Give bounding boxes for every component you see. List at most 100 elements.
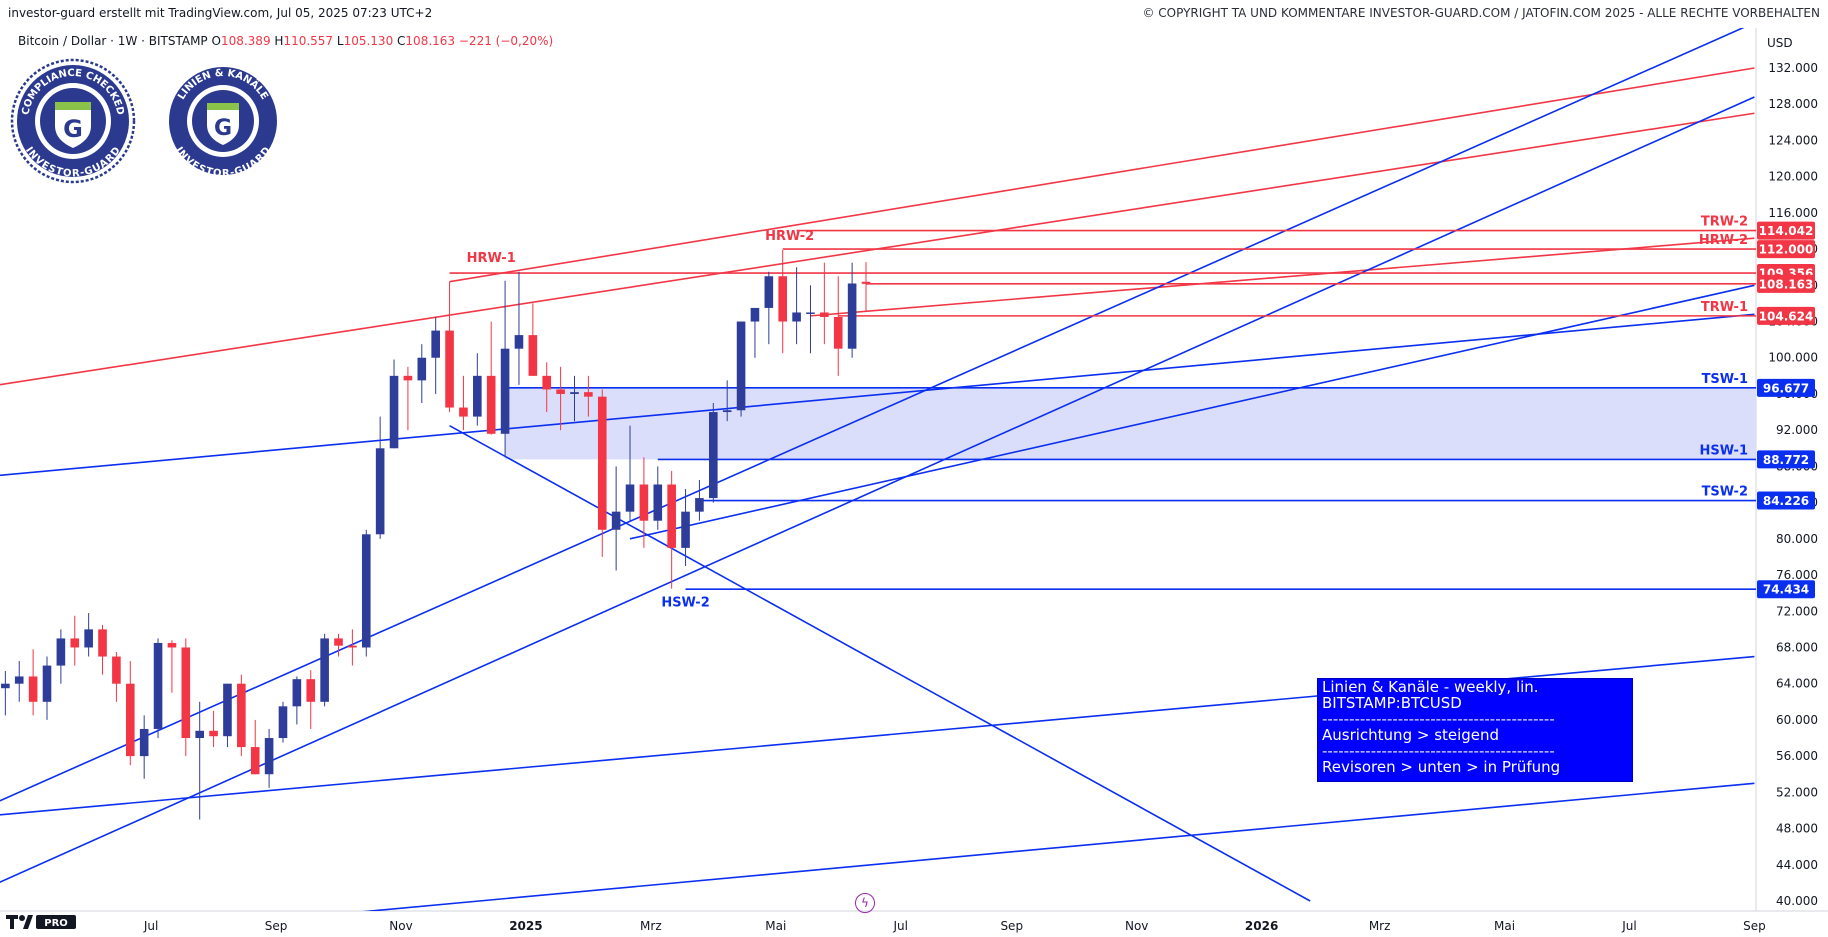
candle-body-27 xyxy=(375,448,385,535)
compliance-badge: COMPLIANCE CHECKED INVESTOR-GUARD G xyxy=(10,58,136,184)
close-label: C xyxy=(397,34,406,48)
y-tick-label-21: 124.000 xyxy=(1768,133,1818,147)
low-label: L xyxy=(336,34,344,48)
y-tick-label-8: 72.000 xyxy=(1776,604,1818,618)
candle-body-59 xyxy=(820,312,829,317)
time-axis: Jul Sep Nov 2025 Mrz Mai Jul Sep Nov 2026 Mrz Mai Ju… xyxy=(143,919,1766,933)
x-tick-label-13: Sep xyxy=(1743,919,1766,933)
trendline-1 xyxy=(449,67,1755,283)
candle-body-37 xyxy=(514,335,524,349)
x-tick-label-12: Jul xyxy=(1621,919,1636,933)
candle-body-33 xyxy=(459,407,468,417)
note-line-2: BITSTAMP:BTCUSD xyxy=(1322,694,1462,712)
candle-body-32 xyxy=(445,330,454,408)
candle-body-58 xyxy=(806,312,815,314)
y-tick-label-6: 64.000 xyxy=(1776,677,1818,691)
price-tag-0 xyxy=(1757,221,1815,240)
price-tag-label-6: 88.772 xyxy=(1763,453,1809,467)
candles xyxy=(1,249,871,820)
price-tag-label-1: 112.000 xyxy=(1759,243,1814,257)
candle-body-60 xyxy=(833,316,843,349)
candle-body-62 xyxy=(861,281,871,284)
candle-body-11 xyxy=(153,642,163,729)
candle-body-21 xyxy=(292,679,302,707)
price-tag-4 xyxy=(1757,306,1815,325)
y-tick-label-2: 48.000 xyxy=(1776,822,1818,836)
tradingview-pro-logo[interactable]: PRO xyxy=(6,913,78,931)
candle-body-55 xyxy=(764,276,774,308)
price-tag-1 xyxy=(1757,240,1815,259)
candle-body-14 xyxy=(195,730,204,739)
annotation-0: HRW-1 xyxy=(467,251,516,266)
price-tag-label-4: 104.624 xyxy=(1759,309,1814,323)
candle-body-5 xyxy=(70,638,80,648)
x-tick-label-11: Mai xyxy=(1494,919,1515,933)
trendline-3 xyxy=(0,313,1755,477)
price-tag-7 xyxy=(1757,491,1815,510)
candle-body-56 xyxy=(778,276,788,322)
candle-body-19 xyxy=(264,738,274,775)
lightning-icon[interactable]: ϟ xyxy=(855,893,875,913)
candle-body-31 xyxy=(431,330,440,358)
support-zone-rect xyxy=(505,387,1756,460)
copyright-caption: © COPYRIGHT TA UND KOMMENTARE INVESTOR-G… xyxy=(1142,6,1820,20)
x-tick-label-1: Sep xyxy=(265,919,288,933)
candle-body-51 xyxy=(709,412,718,499)
high-label: H xyxy=(274,34,284,48)
price-tag-label-3: 108.163 xyxy=(1759,277,1814,291)
candle-body-46 xyxy=(639,484,649,521)
annotation-1: HRW-2 xyxy=(765,229,814,244)
y-tick-label-13: 92.000 xyxy=(1776,423,1818,437)
x-tick-label-5: Mai xyxy=(765,919,786,933)
candle-body-22 xyxy=(306,679,316,702)
candle-body-28 xyxy=(389,375,399,449)
candle-body-18 xyxy=(250,747,260,775)
candle-body-38 xyxy=(528,335,538,376)
y-tick-label-1: 44.000 xyxy=(1776,858,1818,872)
symbol-legend[interactable]: Bitcoin / Dollar · 1W · BITSTAMP O108.38… xyxy=(18,34,553,48)
grid xyxy=(0,28,1828,912)
note-box[interactable]: Linien & Kanäle - weekly, lin. BITSTAMP:… xyxy=(1317,678,1633,782)
candle-body-42 xyxy=(584,392,593,397)
candle-body-52 xyxy=(722,410,732,413)
note-line-1: Linien & Kanäle - weekly, lin. xyxy=(1322,678,1539,696)
candle-body-10 xyxy=(139,728,149,757)
high-value: 110.557 xyxy=(283,34,334,48)
x-tick-label-4: Mrz xyxy=(640,919,662,933)
candle-body-25 xyxy=(348,645,357,648)
svg-text:PRO: PRO xyxy=(44,918,68,929)
y-tick-label-10: 80.000 xyxy=(1776,532,1818,546)
price-tag-label-0: 114.042 xyxy=(1759,224,1814,238)
x-tick-label-8: Nov xyxy=(1125,919,1148,933)
low-value: 105.130 xyxy=(343,34,394,48)
g-shield-icon: G xyxy=(207,103,239,145)
note-separator-1: ----------------------------------------… xyxy=(1322,710,1555,728)
candle-body-13 xyxy=(181,647,191,739)
price-tag-6 xyxy=(1757,450,1815,469)
candle-body-53 xyxy=(736,321,746,411)
currency-label[interactable]: USD xyxy=(1767,36,1793,50)
price-axis: 40.000 44.000 48.000 52.000 56.000 60.000 64.0… xyxy=(1757,61,1818,908)
price-tag-label-8: 74.434 xyxy=(1763,583,1809,597)
candle-body-40 xyxy=(556,389,565,394)
y-tick-label-4: 56.000 xyxy=(1776,749,1818,763)
candle-body-35 xyxy=(486,375,496,434)
level-label-4: TRW-1 xyxy=(1701,300,1748,315)
candle-body-47 xyxy=(653,484,663,521)
price-tag-3 xyxy=(1757,274,1815,293)
candle-body-26 xyxy=(361,534,371,648)
line-labels: TRW-2 HRW-2 TRW-1 TSW-1 HSW-1 TSW-2 HRW-1 HRW-2… xyxy=(467,215,1748,611)
x-tick-label-3: 2025 xyxy=(509,919,542,933)
y-tick-label-7: 68.000 xyxy=(1776,640,1818,654)
close-value: 108.163 xyxy=(405,34,456,48)
price-tag-8 xyxy=(1757,580,1815,599)
svg-text:G: G xyxy=(63,115,83,143)
trendline-6 xyxy=(0,96,1755,884)
y-tick-label-22: 128.000 xyxy=(1768,97,1818,111)
x-tick-label-6: Jul xyxy=(892,919,907,933)
candle-body-23 xyxy=(320,638,329,702)
y-tick-label-19: 116.000 xyxy=(1768,206,1818,220)
symbol-name: Bitcoin / Dollar · 1W · BITSTAMP xyxy=(18,34,208,48)
level-label-1: HRW-2 xyxy=(1699,233,1748,248)
